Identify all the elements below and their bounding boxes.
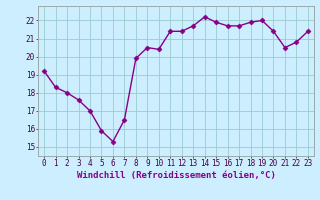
X-axis label: Windchill (Refroidissement éolien,°C): Windchill (Refroidissement éolien,°C) <box>76 171 276 180</box>
